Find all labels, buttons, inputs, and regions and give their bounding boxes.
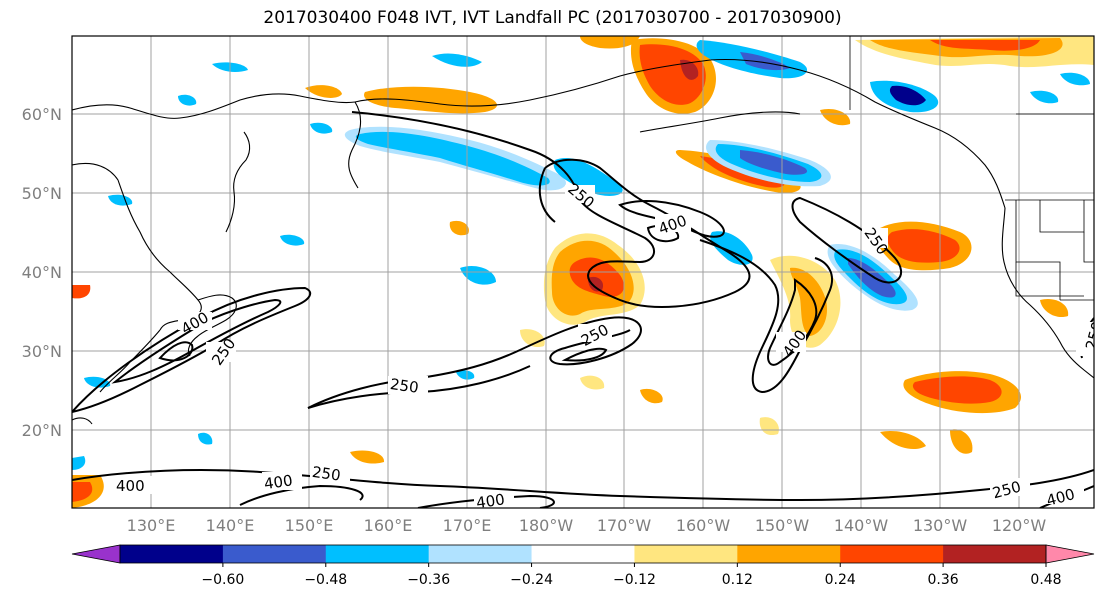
colorbar-tick-label: 0.24 [825,572,856,588]
lon-label: 150°E [285,516,334,535]
lon-label: 150°W [755,516,810,535]
contour-label: 250 [311,463,342,485]
colorbar-segment [840,545,944,563]
contour-label: 400 [1044,485,1076,510]
colorbar-segment [325,545,430,563]
colorbar-tick-label: 0.12 [722,572,753,588]
colorbar-tick-label: −0.48 [304,572,347,588]
lon-label: 120°W [992,516,1047,535]
lon-label: 140°W [834,516,889,535]
contour-label: 400 [116,477,145,495]
colorbar-tick-label: −0.60 [201,572,244,588]
lon-label: 160°W [676,516,731,535]
contour-label: 400 [475,490,506,512]
colorbar-segment [222,545,327,563]
lon-label: 140°E [206,516,255,535]
colorbar-segment [531,545,635,563]
lat-label: 60°N [22,105,62,124]
contour-label: 400 [263,471,294,493]
colorbar-segments [71,544,1095,564]
colorbar-extend-low [71,544,121,564]
colorbar-outline [119,544,1047,564]
positive-anomaly-shading [72,36,1094,508]
lon-label: 170°E [443,516,492,535]
lon-label: 130°W [913,516,968,535]
map-title: 2017030400 F048 IVT, IVT Landfall PC (20… [263,8,842,28]
lon-label: 180°W [519,516,574,535]
colorbar-tick-label: −0.36 [407,572,450,588]
lon-label: 130°E [127,516,176,535]
contour-label: 250 [389,375,420,397]
colorbar-extend-high [1045,544,1095,564]
map-layer: 250 400 250 400 250 250 400 250 400 400 … [72,36,1094,512]
colorbar-segment [737,545,841,563]
map-frame [71,35,1095,509]
lon-label: 160°E [364,516,413,535]
lat-label: 30°N [22,342,62,361]
latitude-labels: 60°N 50°N 40°N 30°N 20°N [22,105,62,440]
colorbar-segment [634,545,738,563]
colorbar-segment [120,545,224,563]
coastlines [72,58,1094,425]
colorbar-tick-label: −0.12 [613,572,656,588]
longitude-labels: 130°E 140°E 150°E 160°E 170°E 180°W 170°… [127,516,1047,535]
colorbar-tick-label: −0.24 [510,572,553,588]
lat-label: 20°N [22,421,62,440]
colorbar-segment [428,545,533,563]
lat-label: 50°N [22,184,62,203]
colorbar-ticks: −0.60 −0.48 −0.36 −0.24 −0.12 0.12 0.24 0.36 0.4… [201,563,1062,588]
colorbar-segment [943,545,1047,563]
political-borders [849,36,1094,301]
colorbar-tick-label: 0.36 [928,572,959,588]
lon-label: 170°W [597,516,652,535]
colorbar: −0.60 −0.48 −0.36 −0.24 −0.12 0.12 0.24 0.36 0.4… [71,544,1095,588]
lat-label: 40°N [22,263,62,282]
colorbar-tick-label: 0.48 [1030,572,1061,588]
